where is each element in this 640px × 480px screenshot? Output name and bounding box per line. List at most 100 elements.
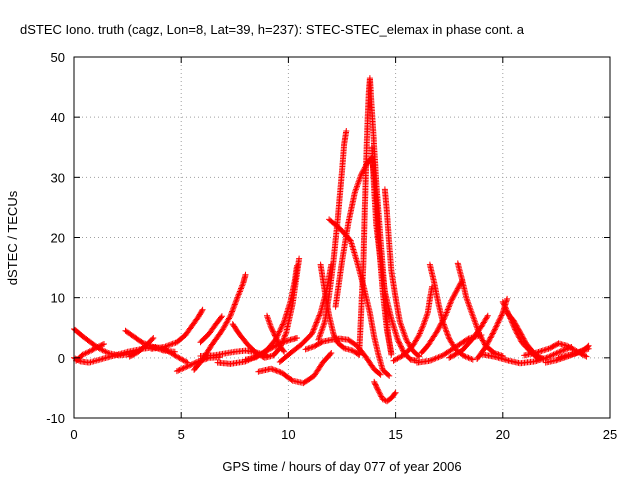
data-point [314, 316, 321, 323]
data-point [496, 316, 503, 323]
data-point [275, 338, 281, 345]
data-point [491, 326, 498, 333]
data-point [288, 376, 295, 383]
data-point [101, 341, 107, 347]
data-point [232, 300, 239, 307]
x-tick-label: 20 [496, 427, 510, 442]
data-point [442, 325, 449, 332]
data-point [83, 349, 90, 356]
data-point [282, 331, 289, 337]
data-point [328, 350, 335, 356]
data-point [441, 315, 448, 322]
data-point [182, 364, 188, 371]
series-arc-18 [317, 261, 363, 358]
data-point [484, 314, 490, 321]
data-point [487, 334, 494, 341]
data-point [493, 323, 500, 330]
data-point [187, 362, 194, 369]
data-point [447, 354, 454, 361]
data-point [229, 308, 236, 315]
data-point [465, 354, 472, 361]
data-point [315, 313, 322, 320]
data-point [582, 352, 589, 359]
data-point [166, 341, 173, 348]
data-point [271, 332, 278, 339]
data-point [294, 335, 300, 341]
data-point [512, 321, 519, 328]
data-point [461, 353, 468, 359]
data-point [279, 338, 286, 345]
y-tick-label: 10 [51, 291, 65, 306]
data-point [374, 385, 381, 392]
data-point [359, 170, 365, 176]
data-point [275, 329, 282, 336]
data-point [79, 351, 86, 358]
data-point [585, 345, 592, 352]
data-point [277, 325, 284, 332]
y-tick-label: 30 [51, 170, 65, 185]
data-point [376, 370, 383, 377]
data-point [489, 331, 496, 338]
data-point [332, 334, 339, 341]
series-arc-14 [255, 350, 335, 387]
data-point [85, 349, 92, 355]
data-point [456, 281, 463, 288]
data-point [92, 345, 98, 352]
data-point [450, 293, 457, 300]
x-tick-label: 10 [281, 427, 295, 442]
data-point [358, 171, 365, 178]
chart-title: dSTEC Iono. truth (cagz, Lon=8, Lat=39, … [20, 22, 525, 37]
y-tick-label: 40 [51, 110, 65, 125]
data-point [312, 322, 319, 329]
data-point [484, 339, 491, 346]
data-point [391, 390, 398, 397]
data-point [439, 319, 446, 326]
data-point [238, 285, 244, 292]
data-point [374, 386, 381, 393]
data-point [429, 356, 436, 363]
data-point [180, 365, 187, 372]
data-point [294, 262, 300, 269]
data-point [199, 306, 206, 313]
data-point [377, 371, 384, 378]
y-tick-label: -10 [46, 411, 65, 426]
data-point [318, 339, 325, 346]
data-point [431, 356, 438, 362]
data-point [363, 162, 370, 168]
x-tick-label: 25 [603, 427, 617, 442]
y-tick-label: 0 [58, 351, 65, 366]
data-point [317, 311, 323, 318]
data-point [269, 327, 276, 334]
data-point [398, 344, 405, 351]
data-point [242, 271, 249, 278]
data-point [499, 311, 506, 318]
data-point [177, 366, 184, 373]
data-point [454, 285, 461, 292]
data-point [547, 352, 554, 359]
data-point [518, 331, 525, 338]
data-point [440, 316, 447, 323]
data-point [173, 368, 180, 375]
data-point [198, 307, 205, 314]
data-point [81, 351, 87, 358]
series-arc-29 [418, 277, 466, 356]
data-point [436, 324, 443, 331]
data-point [397, 342, 404, 349]
data-point [552, 350, 558, 357]
data-point [331, 333, 338, 340]
data-point [362, 163, 369, 170]
data-point [218, 314, 224, 321]
data-point [279, 321, 286, 328]
data-point [449, 296, 456, 303]
data-point [443, 328, 450, 335]
data-point [179, 365, 186, 372]
data-point [280, 336, 287, 343]
y-tick-label: 20 [51, 231, 65, 246]
data-point [416, 353, 423, 360]
data-point [188, 361, 195, 368]
data-point [278, 324, 285, 331]
data-point [392, 389, 399, 396]
series-arc-10 [197, 313, 225, 346]
data-point [226, 314, 233, 321]
data-point [171, 348, 178, 355]
